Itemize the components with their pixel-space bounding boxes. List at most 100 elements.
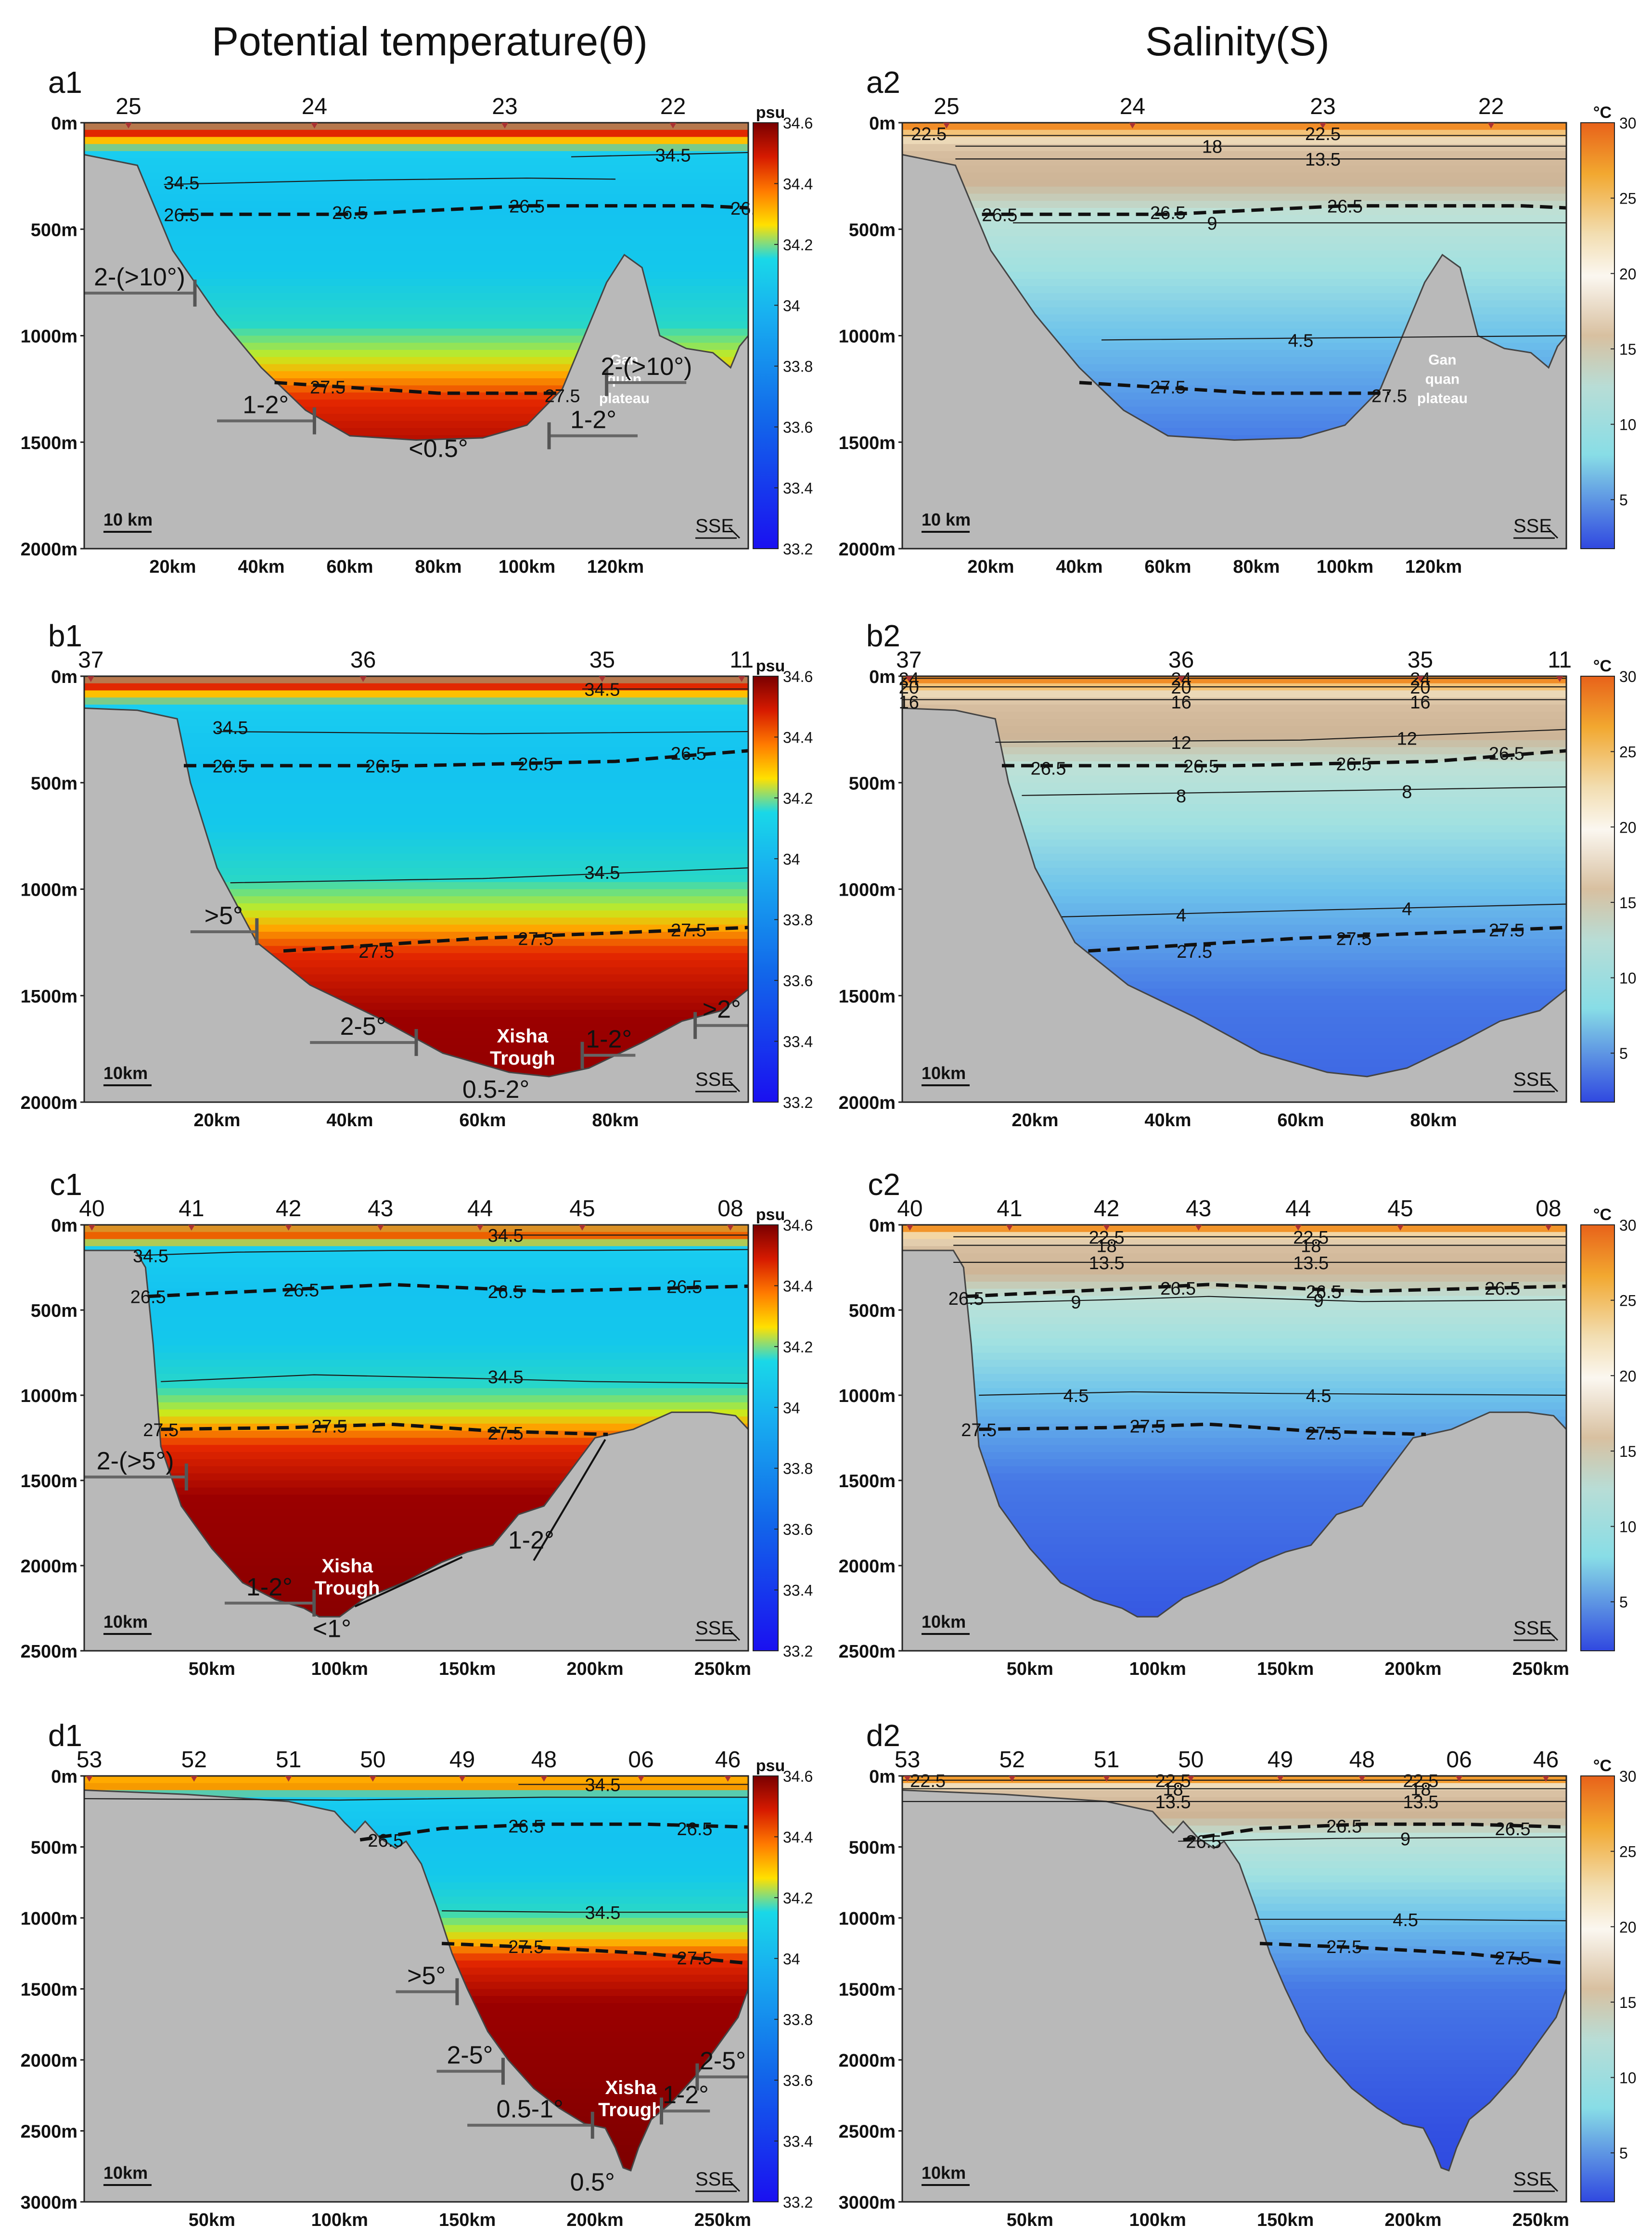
colorbar-tick: 33.6 [783, 1521, 813, 1538]
contour-label: 18 [1202, 137, 1222, 157]
x-tick: 50km [1007, 1659, 1053, 1679]
ridge-label: Gan [610, 352, 638, 368]
colorbar-tick: 25 [1619, 1843, 1637, 1861]
water-band [84, 740, 748, 748]
contour-label: 9 [1314, 1291, 1324, 1311]
panel-label: c1 [50, 1167, 82, 1202]
x-tick: 50km [189, 2210, 235, 2230]
seafloor [83, 707, 749, 1103]
contour-label: 26.5 [509, 197, 545, 217]
water-band [902, 1367, 1566, 1375]
water-band [84, 868, 748, 875]
x-tick: 80km [592, 1110, 639, 1131]
contour-label: 18 [1301, 1236, 1321, 1256]
scale-label: 10km [922, 1063, 966, 1083]
slope-label: 1-2° [570, 406, 616, 434]
station-marker [1542, 1776, 1550, 1782]
x-tick: 200km [1384, 1659, 1441, 1679]
station-marker [906, 1225, 913, 1231]
x-tick: 120km [1405, 557, 1462, 577]
colorbar-tick: 10 [1619, 416, 1637, 434]
contour-label: 12 [1171, 733, 1191, 753]
water-band [902, 314, 1566, 322]
ridge-label: Gan [1428, 352, 1456, 368]
water-band [84, 1282, 748, 1289]
slope-label: 0.5-1° [497, 2096, 563, 2123]
water-band [902, 1409, 1566, 1417]
x-tick: 200km [1384, 2210, 1441, 2230]
contour-label: 27.5 [545, 386, 580, 406]
water-band [84, 825, 748, 833]
colorbar-tick: 30 [1619, 668, 1637, 685]
depth-tick: 500m [849, 773, 896, 794]
contour-label: 12 [1397, 729, 1417, 749]
water-band [84, 1239, 748, 1247]
colorbar-tick: 25 [1619, 1292, 1637, 1310]
water-band [902, 271, 1566, 280]
water-band [84, 265, 748, 272]
x-tick: 50km [1007, 2210, 1053, 2230]
x-tick: 150km [1257, 1659, 1314, 1679]
water-band [84, 697, 748, 705]
contour-label: 26.5 [213, 757, 248, 777]
water-band [902, 726, 1566, 733]
water-band [902, 286, 1566, 294]
water-band [902, 889, 1566, 897]
x-tick: 60km [459, 1110, 506, 1131]
isopycnal-line [982, 204, 1567, 216]
water-band [84, 1267, 748, 1275]
contour-label: 27.5 [677, 1949, 713, 1969]
seafloor [901, 707, 1567, 1103]
water-band [84, 719, 748, 727]
colorbar-ramp [1580, 1224, 1615, 1651]
station-marker [1187, 1776, 1194, 1782]
contour-label: 13.5 [1403, 1792, 1438, 1813]
water-band [902, 1246, 1566, 1254]
water-band [902, 1267, 1566, 1275]
contour-label: 26.5 [488, 1282, 524, 1302]
depth-tick: 1500m [839, 1471, 896, 1491]
isopycnal-line [1079, 381, 1389, 395]
water-band [902, 1253, 1566, 1261]
x-tick: 250km [1512, 2210, 1569, 2230]
depth-tick: 1000m [839, 880, 896, 900]
slope-label: 2-(>10°) [94, 263, 185, 291]
water-band [902, 811, 1566, 819]
scale-label: 10km [103, 1063, 148, 1083]
water-band [902, 747, 1566, 755]
water-band [84, 875, 748, 883]
panel-label: a1 [48, 65, 82, 100]
water-band [84, 1232, 748, 1240]
depth-tick: 2000m [839, 2051, 896, 2071]
contour-label: 26.5 [1150, 203, 1186, 223]
depth-tick: 0m [869, 667, 896, 687]
depth-tick: 1000m [21, 327, 77, 347]
contour-label: 18 [1410, 1780, 1431, 1800]
water-band [902, 1338, 1566, 1346]
water-band [902, 875, 1566, 883]
contour-label: 26.5 [518, 754, 553, 774]
water-band [84, 144, 748, 152]
x-tick: 200km [566, 2210, 623, 2230]
water-band [902, 1438, 1566, 1446]
water-band [902, 300, 1566, 308]
slope-label: 1-2° [586, 1026, 632, 1054]
water-band [902, 1416, 1566, 1424]
water-band [902, 797, 1566, 805]
colorbar-ramp [1580, 1775, 1615, 2202]
station-label: 11 [730, 647, 754, 673]
direction-arrow [1546, 2180, 1559, 2192]
colorbar-tick: 34 [783, 1950, 800, 1967]
water-band [84, 733, 748, 741]
station-label: 06 [628, 1747, 653, 1773]
station-marker [369, 1776, 376, 1782]
station-marker [1103, 1776, 1110, 1782]
depth-tick: 1500m [21, 1980, 77, 2000]
water-band [84, 328, 748, 336]
x-tick: 250km [1512, 1659, 1569, 1679]
station-marker [1103, 1225, 1110, 1231]
station-label: 50 [360, 1747, 385, 1773]
contour-line [979, 1391, 1567, 1396]
colorbar-tick: 25 [1619, 744, 1637, 761]
contour-label: 27.5 [1326, 1937, 1362, 1957]
